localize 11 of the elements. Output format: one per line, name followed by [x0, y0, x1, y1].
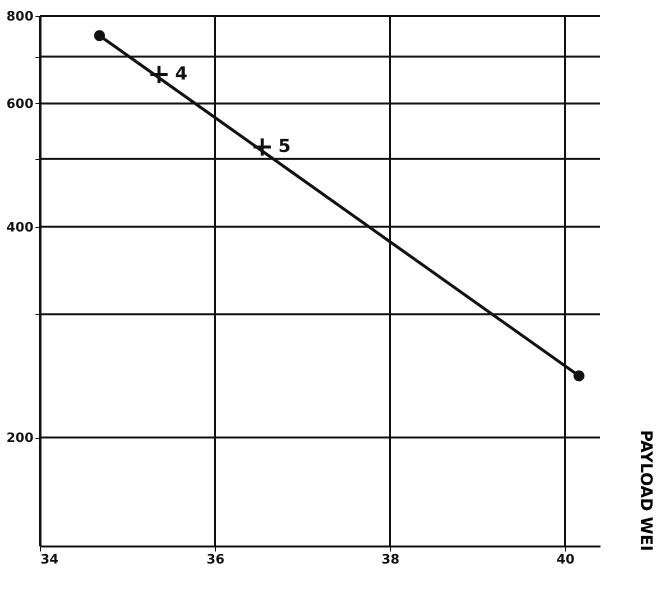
x-tick-label: 36	[206, 552, 225, 568]
annotation: 5	[278, 136, 291, 157]
x-tick-label: 34	[40, 552, 59, 568]
x-tick-label: 40	[556, 552, 575, 568]
y-tick-label: 800	[6, 10, 34, 24]
y-tick-label: 600	[6, 96, 34, 112]
y-tick-label: 200	[6, 431, 34, 446]
x-tick-label: 38	[381, 552, 400, 568]
side-caption: PAYLOAD WEI	[637, 430, 656, 551]
annotation: 4	[175, 63, 188, 84]
y-tick-label: 400	[6, 220, 34, 236]
